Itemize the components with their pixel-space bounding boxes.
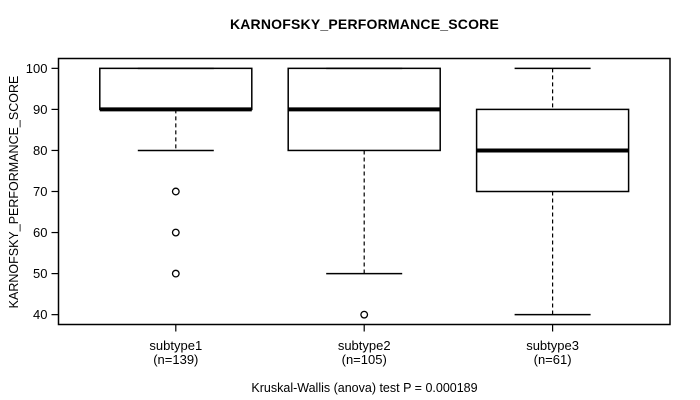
x-tick-label: subtype1 — [149, 338, 202, 353]
outlier-point — [171, 228, 180, 237]
y-tick-label: 40 — [33, 307, 47, 322]
y-tick-label: 80 — [33, 143, 47, 158]
box-subtype1 — [99, 67, 253, 111]
outlier-point — [171, 187, 180, 196]
x-tick-sublabel: (n=105) — [342, 352, 387, 367]
y-tick-label: 90 — [33, 102, 47, 117]
outlier-point — [360, 310, 369, 319]
x-tick-label: subtype3 — [526, 338, 579, 353]
x-tick-sublabel: (n=61) — [534, 352, 572, 367]
outlier-point — [171, 269, 180, 278]
x-tick-label: subtype2 — [338, 338, 391, 353]
chart-title: KARNOFSKY_PERFORMANCE_SCORE — [229, 16, 500, 32]
y-tick-label: 100 — [26, 61, 48, 76]
x-tick-sublabel: (n=139) — [153, 352, 198, 367]
stat-test-annotation: Kruskal-Wallis (anova) test P = 0.000189 — [251, 381, 478, 395]
y-tick-label: 60 — [33, 225, 47, 240]
y-tick-label: 50 — [33, 266, 47, 281]
y-tick-label: 70 — [33, 184, 47, 199]
